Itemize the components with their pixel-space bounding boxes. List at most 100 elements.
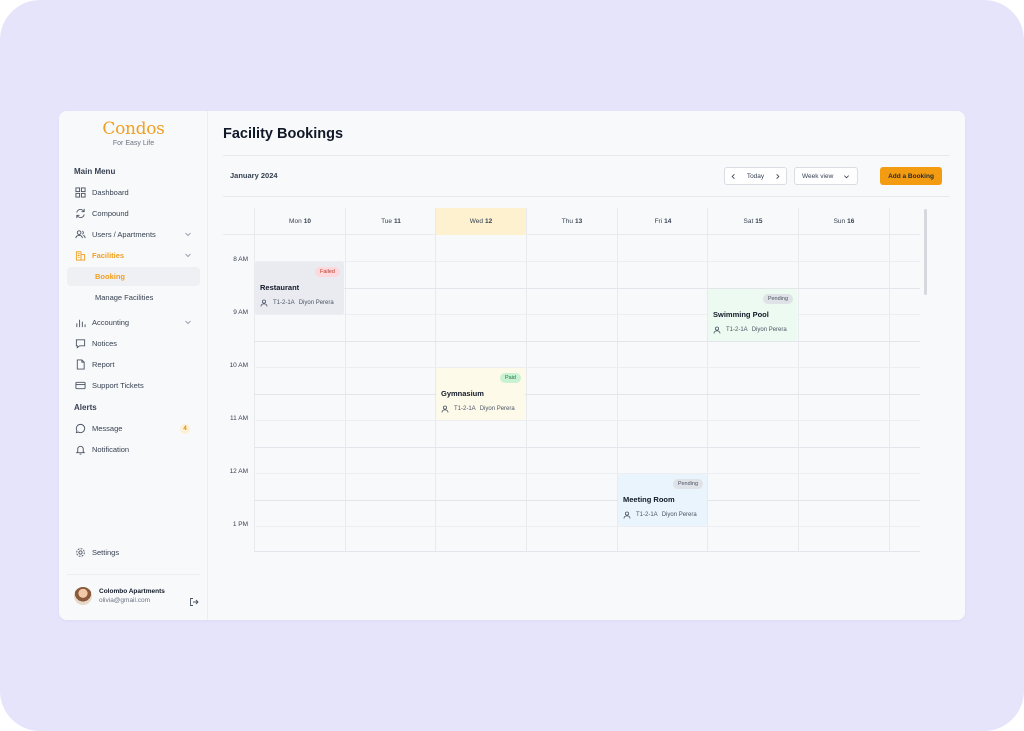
bell-icon xyxy=(75,444,86,455)
chevron-right-icon[interactable] xyxy=(774,173,781,180)
grid-line xyxy=(254,500,920,501)
current-month: January 2024 xyxy=(230,171,278,180)
time-label: 9 AM xyxy=(233,309,248,316)
sidebar: Condos For Easy Life Main Menu Dashboard… xyxy=(59,111,208,620)
sidebar-item-notices[interactable]: Notices xyxy=(67,334,200,353)
booking-event-swimming-pool[interactable]: Pending Swimming Pool T1-2-1A Diyon Pere… xyxy=(708,289,797,341)
user-icon xyxy=(713,326,721,334)
message-count-badge: 4 xyxy=(180,424,190,434)
sidebar-item-dashboard[interactable]: Dashboard xyxy=(67,183,200,202)
event-meta: T1-2-1A Diyon Perera xyxy=(260,299,334,307)
grid-line xyxy=(254,367,920,368)
bar-chart-icon xyxy=(75,317,86,328)
page-title: Facility Bookings xyxy=(223,126,344,142)
building-icon xyxy=(75,250,86,261)
chevron-left-icon[interactable] xyxy=(730,173,737,180)
sidebar-item-settings[interactable]: Settings xyxy=(67,543,200,562)
grid-line xyxy=(254,208,255,552)
day-header-mon[interactable]: Mon 10 xyxy=(254,208,345,235)
main-menu-label: Main Menu xyxy=(74,167,116,176)
sidebar-item-label: Users / Apartments xyxy=(92,230,156,239)
time-label: 12 AM xyxy=(229,468,248,475)
sidebar-item-label: Notification xyxy=(92,445,130,454)
event-person: Diyon Perera xyxy=(479,406,515,412)
grid-line xyxy=(254,314,920,315)
user-profile: Colombo Apartments olivia@gmail.com xyxy=(67,574,200,614)
sidebar-item-compound[interactable]: Compound xyxy=(67,204,200,223)
event-person: Diyon Perera xyxy=(298,300,334,306)
sidebar-item-users[interactable]: Users / Apartments xyxy=(67,225,200,244)
status-badge: Failed xyxy=(315,267,340,277)
status-badge: Pending xyxy=(762,294,793,304)
event-unit: T1-2-1A xyxy=(454,406,476,412)
booking-event-restaurant[interactable]: Failed Restaurant T1-2-1A Diyon Perera xyxy=(255,262,344,314)
event-title: Meeting Room xyxy=(623,495,675,504)
event-meta: T1-2-1A Diyon Perera xyxy=(623,511,697,519)
chat-icon xyxy=(75,423,86,434)
chevron-down-icon[interactable] xyxy=(184,251,192,259)
event-title: Swimming Pool xyxy=(713,310,769,319)
grid-line xyxy=(707,208,708,552)
sidebar-item-label: Support Tickets xyxy=(92,381,144,390)
grid-line xyxy=(798,208,799,552)
event-title: Restaurant xyxy=(260,283,300,292)
sidebar-item-manage-facilities[interactable]: Manage Facilities xyxy=(95,293,154,302)
avatar[interactable] xyxy=(74,587,92,605)
view-select-value: Week view xyxy=(802,172,834,180)
event-meta: T1-2-1A Diyon Perera xyxy=(441,405,515,413)
day-header-tue[interactable]: Tue 11 xyxy=(345,208,436,235)
chevron-down-icon[interactable] xyxy=(184,318,192,326)
event-title: Gymnasium xyxy=(441,389,484,398)
event-person: Diyon Perera xyxy=(661,512,697,518)
grid-line xyxy=(617,208,618,552)
day-header-sat[interactable]: Sat 15 xyxy=(707,208,798,235)
grid-line xyxy=(254,261,920,262)
day-header-fri[interactable]: Fri 14 xyxy=(617,208,708,235)
sidebar-item-notification[interactable]: Notification xyxy=(67,440,200,459)
sidebar-item-support-tickets[interactable]: Support Tickets xyxy=(67,376,200,395)
refresh-icon xyxy=(75,208,86,219)
time-label: 10 AM xyxy=(229,362,248,369)
sidebar-item-label: Compound xyxy=(92,209,129,218)
grid-line xyxy=(435,208,436,552)
logo[interactable]: Condos For Easy Life xyxy=(59,119,208,147)
booking-event-gymnasium[interactable]: Paid Gymnasium T1-2-1A Diyon Perera xyxy=(436,368,525,420)
sidebar-item-label: Accounting xyxy=(92,318,130,327)
divider xyxy=(223,196,950,197)
user-icon xyxy=(441,405,449,413)
card-icon xyxy=(75,380,86,391)
sidebar-item-booking[interactable]: Booking xyxy=(67,267,200,286)
user-icon xyxy=(623,511,631,519)
grid-line xyxy=(526,208,527,552)
logout-icon[interactable] xyxy=(189,597,199,607)
day-header-thu[interactable]: Thu 13 xyxy=(526,208,617,235)
sidebar-item-accounting[interactable]: Accounting xyxy=(67,313,200,332)
sidebar-item-message[interactable]: Message 4 xyxy=(67,419,200,438)
time-label: 1 PM xyxy=(232,521,248,528)
sidebar-item-report[interactable]: Report xyxy=(67,355,200,374)
grid-icon xyxy=(75,187,86,198)
today-button[interactable]: Today xyxy=(746,172,765,180)
add-booking-button[interactable]: Add a Booking xyxy=(880,167,942,185)
gear-icon xyxy=(75,547,86,558)
grid-line xyxy=(254,288,920,289)
grid-line xyxy=(254,473,920,474)
booking-event-meeting-room[interactable]: Pending Meeting Room T1-2-1A Diyon Perer… xyxy=(618,474,707,526)
time-label: 8 AM xyxy=(233,256,248,263)
status-badge: Pending xyxy=(672,479,703,489)
time-label: 11 AM xyxy=(230,415,248,422)
calendar-scrollbar[interactable] xyxy=(924,209,927,295)
alerts-label: Alerts xyxy=(74,403,97,412)
event-person: Diyon Perera xyxy=(751,327,787,333)
day-header-wed[interactable]: Wed 12 xyxy=(435,208,526,235)
chevron-down-icon[interactable] xyxy=(184,230,192,238)
date-navigation: Today xyxy=(724,167,787,185)
users-icon xyxy=(75,229,86,240)
status-badge: Paid xyxy=(499,373,521,383)
day-header-sun[interactable]: Sun 16 xyxy=(798,208,889,235)
sidebar-item-facilities[interactable]: Facilities xyxy=(67,246,200,265)
sidebar-item-label: Dashboard xyxy=(92,188,129,197)
view-select[interactable]: Week view xyxy=(794,167,858,185)
main-content: Facility Bookings January 2024 Today Wee… xyxy=(208,111,965,620)
